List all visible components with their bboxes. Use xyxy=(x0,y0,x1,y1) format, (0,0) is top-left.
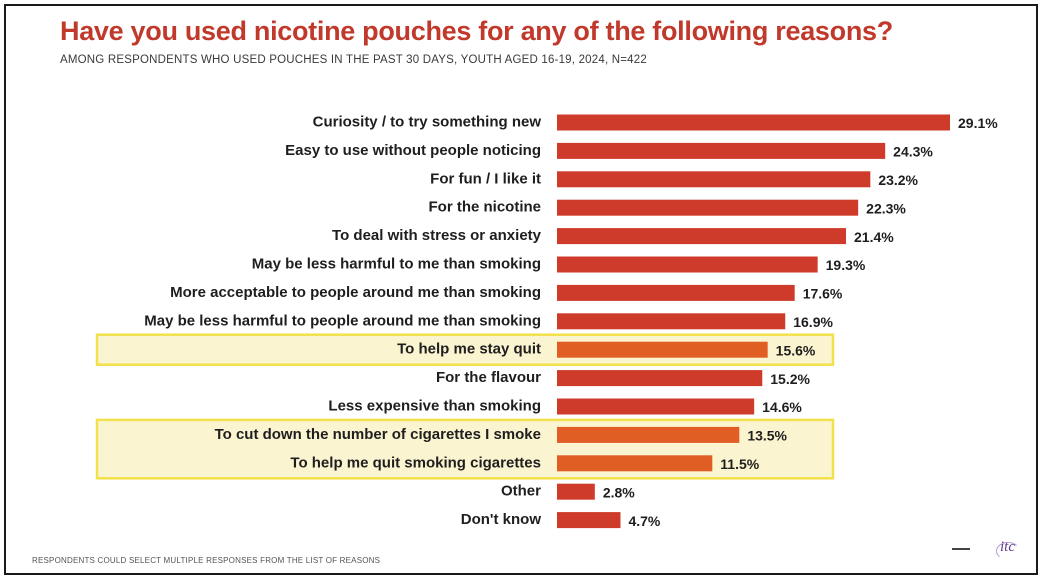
category-label-7: More acceptable to people around me than… xyxy=(170,284,541,301)
category-label-8: May be less harmful to people around me … xyxy=(144,312,541,329)
category-label-5: To deal with stress or anxiety xyxy=(332,227,542,244)
chart-title: Have you used nicotine pouches for any o… xyxy=(60,16,893,46)
bar-14 xyxy=(557,483,595,500)
bar-6 xyxy=(557,256,818,273)
itc-logo: itc xyxy=(996,538,1026,564)
value-label-1: 29.1% xyxy=(958,115,998,131)
value-label-6: 19.3% xyxy=(826,257,866,273)
value-label-11: 14.6% xyxy=(762,399,802,415)
category-label-12: To cut down the number of cigarettes I s… xyxy=(215,426,541,443)
category-label-13: To help me quit smoking cigarettes xyxy=(290,454,541,471)
bar-8 xyxy=(557,313,786,330)
bar-1 xyxy=(557,114,950,131)
category-label-2: Easy to use without people noticing xyxy=(285,142,541,159)
bar-10 xyxy=(557,370,763,387)
bar-7 xyxy=(557,284,795,301)
value-label-2: 24.3% xyxy=(893,144,933,160)
category-label-9: To help me stay quit xyxy=(397,341,541,358)
value-label-4: 22.3% xyxy=(866,200,906,216)
bar-9 xyxy=(557,341,768,358)
bar-15 xyxy=(557,512,621,529)
bar-4 xyxy=(557,199,859,216)
value-label-8: 16.9% xyxy=(793,314,833,330)
category-label-10: For the flavour xyxy=(436,369,541,386)
bars xyxy=(557,114,950,529)
value-labels: 29.1% 24.3% 23.2% 22.3% 21.4% 19.3% 17.6% 16.9%… xyxy=(603,115,998,529)
value-label-5: 21.4% xyxy=(854,229,894,245)
category-labels: Curiosity / to try something new Easy to … xyxy=(144,113,541,528)
value-label-3: 23.2% xyxy=(878,172,918,188)
value-label-14: 2.8% xyxy=(603,484,635,500)
category-label-6: May be less harmful to me than smoking xyxy=(252,255,541,272)
category-label-14: Other xyxy=(501,483,541,500)
chart-frame xyxy=(4,4,1038,575)
value-label-15: 4.7% xyxy=(628,513,660,529)
bar-5 xyxy=(557,228,847,245)
category-label-3: For fun / I like it xyxy=(430,170,541,187)
category-label-4: For the nicotine xyxy=(429,199,542,216)
category-label-1: Curiosity / to try something new xyxy=(313,113,542,130)
bar-13 xyxy=(557,455,713,472)
logo-dash xyxy=(952,548,970,550)
category-label-11: Less expensive than smoking xyxy=(328,397,541,414)
value-label-9: 15.6% xyxy=(776,342,816,358)
chart-subtitle: AMONG RESPONDENTS WHO USED POUCHES IN TH… xyxy=(60,54,647,66)
bar-12 xyxy=(557,426,740,443)
bar-2 xyxy=(557,142,886,159)
value-label-13: 11.5% xyxy=(720,456,759,472)
value-label-12: 13.5% xyxy=(747,428,787,444)
logo-text: itc xyxy=(1000,539,1015,555)
value-label-10: 15.2% xyxy=(770,371,810,387)
bar-3 xyxy=(557,171,871,188)
bar-11 xyxy=(557,398,755,415)
category-label-15: Don't know xyxy=(461,511,542,528)
logo-arc-icon xyxy=(996,542,1020,560)
footnote: RESPONDENTS COULD SELECT MULTIPLE RESPON… xyxy=(32,556,381,565)
value-label-7: 17.6% xyxy=(803,286,843,302)
